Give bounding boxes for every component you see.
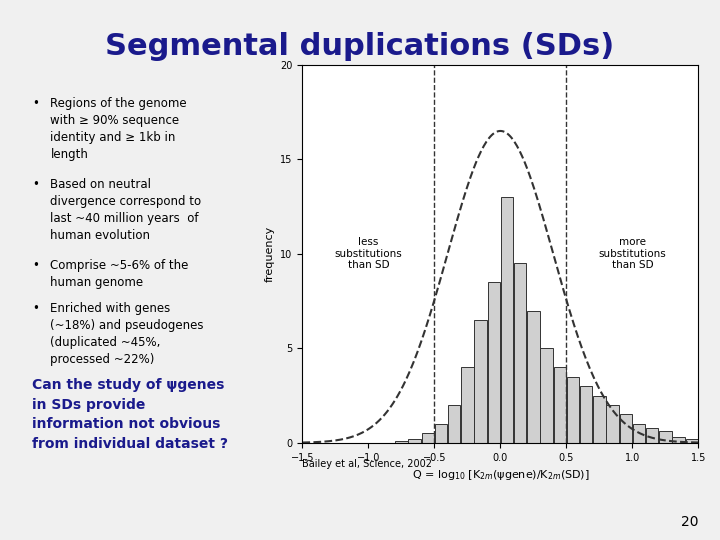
Text: less
substitutions
than SD: less substitutions than SD [335, 237, 402, 271]
Bar [685, 439, 698, 443]
Bar [593, 395, 606, 443]
Text: Can the study of ψgenes
in SDs provide
information not obvious
from individual d: Can the study of ψgenes in SDs provide i… [32, 378, 228, 450]
Bar [514, 263, 526, 443]
Text: Bailey et al, Science, 2002: Bailey et al, Science, 2002 [302, 459, 433, 469]
Bar [619, 415, 632, 443]
Bar [421, 433, 434, 443]
Bar [659, 431, 672, 443]
Bar [500, 197, 513, 443]
Bar [606, 405, 619, 443]
Bar [395, 441, 408, 443]
Text: •: • [32, 97, 40, 110]
Bar [554, 367, 566, 443]
X-axis label: Q = log$_{10}$ [K$_{2m}$(ψgene)/K$_{2m}$(SD)]: Q = log$_{10}$ [K$_{2m}$(ψgene)/K$_{2m}$… [412, 468, 589, 482]
Bar [435, 424, 447, 443]
Bar [487, 282, 500, 443]
Bar [408, 439, 421, 443]
Bar [527, 310, 540, 443]
Bar [474, 320, 487, 443]
Bar [633, 424, 645, 443]
Bar [646, 428, 659, 443]
Bar [672, 437, 685, 443]
Text: •: • [32, 178, 40, 191]
Text: Regions of the genome
with ≥ 90% sequence
identity and ≥ 1kb in
length: Regions of the genome with ≥ 90% sequenc… [50, 97, 187, 161]
Bar [567, 377, 580, 443]
Text: Enriched with genes
(~18%) and pseudogenes
(duplicated ~45%,
processed ~22%): Enriched with genes (~18%) and pseudogen… [50, 302, 204, 367]
Text: 20: 20 [681, 515, 698, 529]
Text: •: • [32, 302, 40, 315]
Bar [540, 348, 553, 443]
Bar [461, 367, 474, 443]
Text: •: • [32, 259, 40, 272]
Bar [448, 405, 461, 443]
Text: Based on neutral
divergence correspond to
last ~40 million years  of
human evolu: Based on neutral divergence correspond t… [50, 178, 202, 242]
Text: more
substitutions
than SD: more substitutions than SD [598, 237, 666, 271]
Bar [580, 386, 593, 443]
Text: Segmental duplications (SDs): Segmental duplications (SDs) [105, 32, 615, 62]
Text: Comprise ~5-6% of the
human genome: Comprise ~5-6% of the human genome [50, 259, 189, 289]
Y-axis label: frequency: frequency [265, 226, 275, 282]
